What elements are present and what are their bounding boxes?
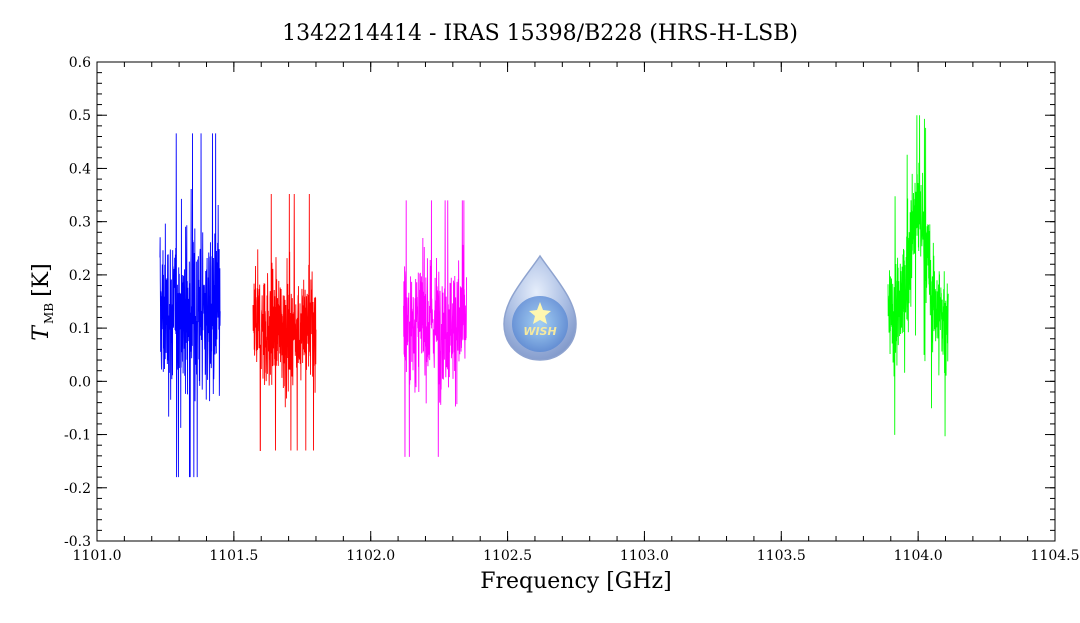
x-tick-label: 1104.5	[1031, 548, 1080, 564]
y-tick-label: -0.3	[64, 534, 91, 550]
axis-layer: 1101.0 1101.5 1102.0 1102.5 1103.0 1103.5 1104…	[64, 55, 1080, 564]
y-tick-label: 0.1	[69, 321, 91, 337]
x-tick-label: 1103.5	[757, 548, 806, 564]
x-tick-label: 1102.0	[346, 548, 395, 564]
y-tick-label: -0.2	[64, 481, 91, 497]
y-axis-unit: [K]	[29, 263, 54, 297]
x-tick-label: 1103.0	[620, 548, 669, 564]
y-tick-label: 0.6	[69, 55, 91, 71]
logo-inner-disc	[512, 296, 568, 352]
series-layer	[159, 115, 949, 478]
x-tick-label: 1101.5	[209, 548, 258, 564]
star-icon	[529, 302, 551, 324]
x-axis-label: Frequency [GHz]	[480, 569, 672, 594]
y-tick-label: 0.2	[69, 268, 91, 284]
x-tick-label: 1102.5	[483, 548, 532, 564]
y-tick-label: -0.1	[64, 428, 91, 444]
logo-text: WISH	[523, 325, 556, 338]
series-line-2	[252, 193, 317, 451]
y-tick-label: 0.3	[69, 215, 91, 231]
series-line-3	[403, 200, 467, 457]
series-line-4	[887, 115, 949, 437]
y-tick-label: 0.0	[69, 374, 91, 390]
x-tick-label: 1104.0	[894, 548, 943, 564]
y-axis-label: TMB [K]	[29, 263, 56, 340]
x-tick-label: 1101.0	[73, 548, 122, 564]
y-axis-symbol: T	[29, 324, 54, 341]
wish-logo: WISH	[503, 254, 577, 361]
y-tick-label: 0.4	[69, 161, 91, 177]
series-line-1	[159, 133, 221, 478]
chart-title: 1342214414 - IRAS 15398/B228 (HRS-H-LSB)	[282, 21, 798, 46]
y-axis-subscript: MB	[42, 303, 56, 324]
y-tick-label: 0.5	[69, 108, 91, 124]
plot-frame	[96, 61, 1056, 542]
